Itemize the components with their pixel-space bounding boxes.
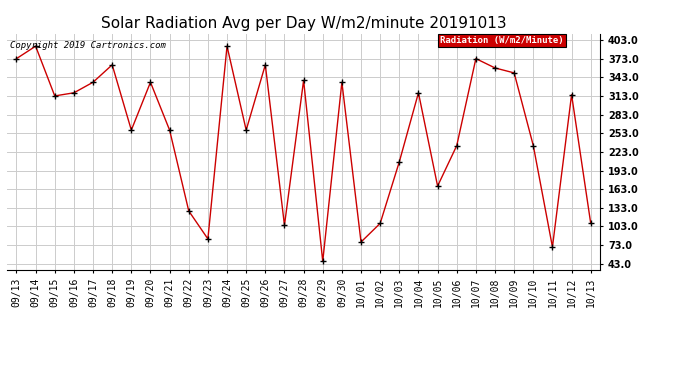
Text: Copyright 2019 Cartronics.com: Copyright 2019 Cartronics.com bbox=[10, 41, 166, 50]
Text: Radiation (W/m2/Minute): Radiation (W/m2/Minute) bbox=[440, 36, 564, 45]
Title: Solar Radiation Avg per Day W/m2/minute 20191013: Solar Radiation Avg per Day W/m2/minute … bbox=[101, 16, 506, 31]
